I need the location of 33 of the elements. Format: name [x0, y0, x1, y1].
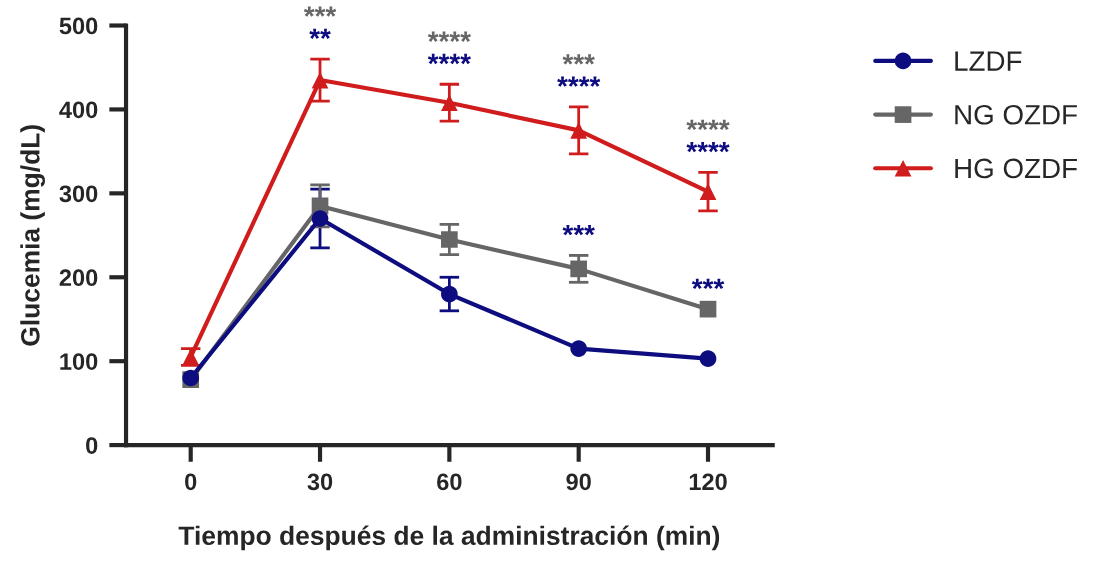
point	[699, 300, 717, 318]
y-tick-label: 400	[59, 101, 98, 119]
y-tick-label: 200	[59, 269, 98, 287]
annotation: ****	[557, 76, 601, 87]
point	[311, 210, 329, 227]
y-tick-label: 500	[59, 17, 98, 35]
point	[570, 340, 588, 357]
y-axis-title: Glucemia (mg/dL)	[20, 125, 45, 346]
y-tick-label: 300	[59, 185, 98, 203]
y-tick-label: 0	[86, 437, 98, 454]
legend-label: LZDF	[955, 51, 1022, 71]
y-tick-label: 100	[60, 353, 98, 370]
annotation: ***	[562, 225, 595, 236]
x-axis-title: Tiempo después de la administración (min)	[178, 525, 720, 551]
point	[441, 285, 458, 303]
x-tick-label: 120	[689, 473, 727, 491]
x-tick-label: 60	[437, 473, 462, 491]
legend-label: NG OZDF	[955, 104, 1077, 125]
legend-label: HG OZDF	[955, 158, 1077, 179]
point	[570, 260, 588, 278]
annotation: ***	[691, 278, 725, 290]
annotation: ****	[686, 119, 730, 131]
x-tick-label: 30	[307, 473, 333, 491]
point	[441, 231, 458, 248]
annotation: ****	[427, 31, 471, 42]
annotation: ***	[303, 6, 337, 17]
x-tick-label: 0	[185, 473, 197, 491]
annotation: ****	[686, 141, 730, 153]
annotation: **	[309, 28, 331, 39]
annotation: ****	[427, 53, 471, 65]
point	[699, 350, 717, 367]
annotation: ***	[562, 54, 595, 65]
x-tick-label: 90	[566, 473, 591, 491]
